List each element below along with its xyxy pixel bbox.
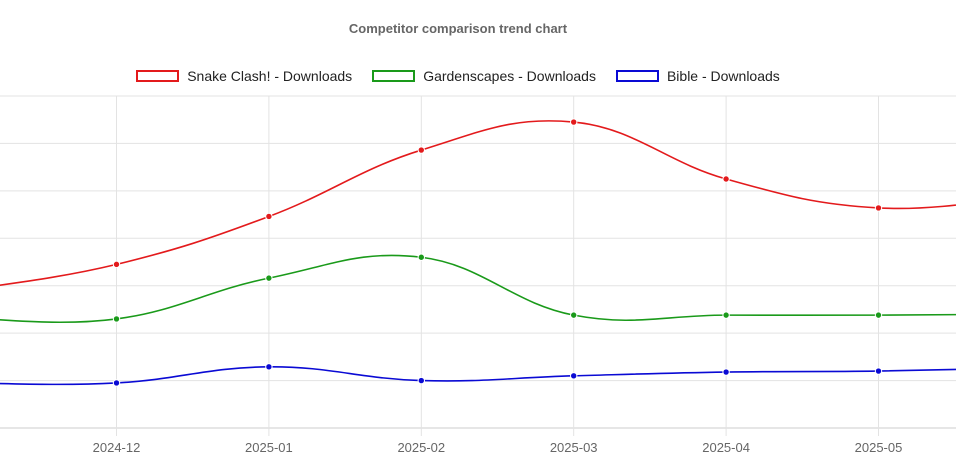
legend-item-snake-clash[interactable]: Snake Clash! - Downloads (136, 68, 352, 84)
x-tick-label: 2025-03 (550, 440, 598, 455)
series-line (0, 366, 956, 386)
x-tick-label: 2025-05 (855, 440, 903, 455)
legend-label: Bible - Downloads (666, 68, 780, 84)
data-point[interactable] (112, 260, 121, 269)
data-point[interactable] (722, 175, 730, 183)
legend-label: Gardenscapes - Downloads (423, 68, 596, 84)
data-point[interactable] (570, 311, 578, 319)
data-point[interactable] (417, 376, 425, 385)
legend-item-bible[interactable]: Bible - Downloads (615, 68, 780, 84)
x-tick-label: 2024-12 (93, 440, 141, 455)
data-point[interactable] (874, 311, 883, 319)
series-line (0, 120, 956, 286)
data-point[interactable] (265, 212, 273, 221)
data-point[interactable] (874, 204, 883, 212)
chart-legend: Snake Clash! - Downloads Gardenscapes - … (0, 68, 916, 84)
legend-item-gardenscapes[interactable]: Gardenscapes - Downloads (372, 68, 596, 84)
data-point[interactable] (265, 274, 273, 282)
data-point[interactable] (570, 372, 578, 380)
data-point[interactable] (417, 146, 425, 154)
data-point[interactable] (112, 379, 121, 387)
x-tick-label: 2025-02 (397, 440, 445, 455)
x-tick-label: 2025-01 (245, 440, 293, 455)
legend-swatch-red-icon (136, 70, 180, 82)
data-point[interactable] (874, 367, 883, 375)
data-point[interactable] (417, 253, 425, 261)
data-point[interactable] (722, 368, 730, 376)
x-tick-label: 2025-04 (702, 440, 750, 455)
legend-swatch-green-icon (372, 70, 416, 82)
legend-swatch-blue-icon (615, 70, 659, 82)
series-line (0, 254, 956, 324)
legend-label: Snake Clash! - Downloads (187, 68, 353, 84)
data-point[interactable] (722, 311, 730, 319)
chart-title: Competitor comparison trend chart (348, 21, 568, 36)
data-point[interactable] (112, 315, 121, 323)
data-point[interactable] (265, 363, 273, 371)
data-point[interactable] (570, 118, 578, 126)
